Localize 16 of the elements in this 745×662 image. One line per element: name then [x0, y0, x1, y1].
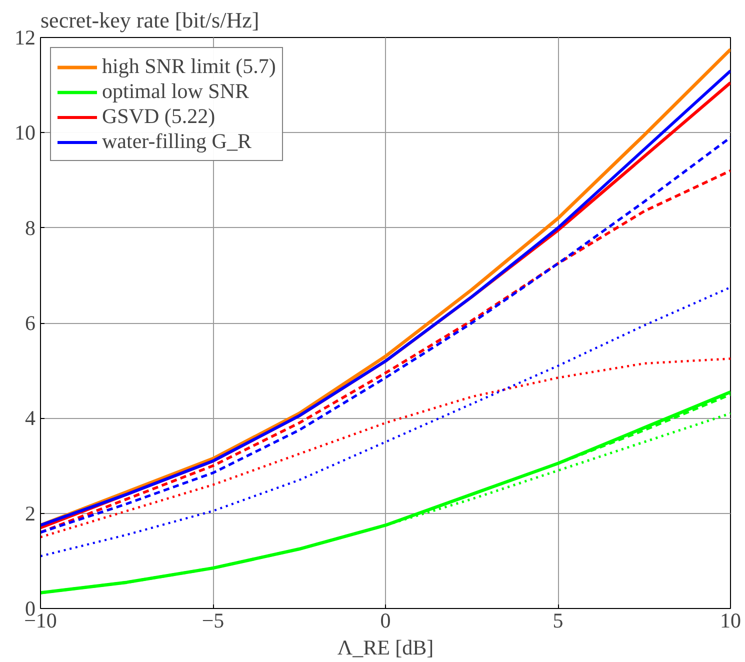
- y-tick-label: 4: [25, 406, 36, 430]
- x-axis-title: Λ_RE [dB]: [337, 636, 434, 660]
- x-tick-label: 10: [720, 608, 741, 632]
- y-tick-label: 6: [25, 311, 36, 335]
- y-tick-label: 2: [25, 501, 36, 526]
- y-axis-title: secret-key rate [bit/s/Hz]: [40, 8, 260, 32]
- x-tick-label: −5: [202, 608, 224, 632]
- y-tick-label: 10: [14, 120, 36, 145]
- legend-label: optimal low SNR: [102, 79, 250, 104]
- legend-label: high SNR limit (5.7): [102, 54, 276, 79]
- x-tick-label: 5: [552, 608, 564, 632]
- x-tick-label: 0: [380, 608, 391, 632]
- y-tick-label: 12: [14, 26, 36, 50]
- legend-label: GSVD (5.22): [102, 104, 216, 129]
- legend-label: water-filling G_R: [102, 129, 252, 154]
- y-tick-label: 8: [25, 216, 36, 240]
